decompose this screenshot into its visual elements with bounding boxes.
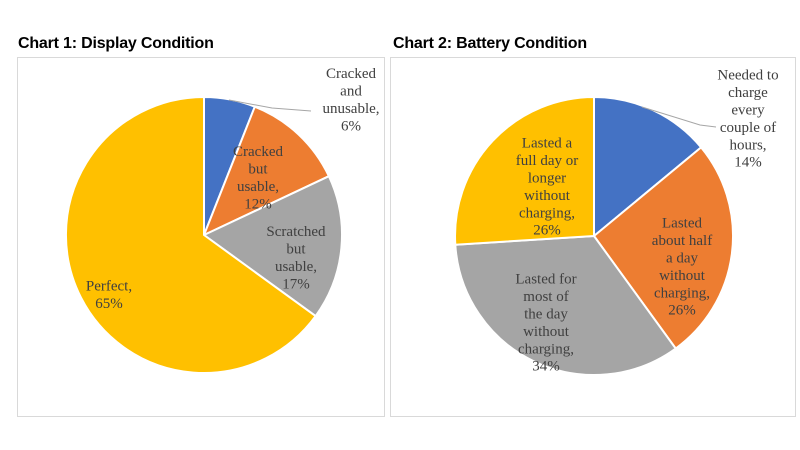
- pie-label-lasted-about-half-a-day-without-charging: Lasted about half a day without charging, 26%: [652, 216, 712, 319]
- pie-label-perfect: Perfect, 65%: [86, 279, 132, 312]
- pie-label-lasted-a-full-day-or-longer-without-charging: Lasted a full day or longer without charging…: [516, 136, 578, 239]
- pie-slice-lasted-about-half-a-day-without-charging: [593, 146, 735, 350]
- pie-label-lasted-for-most-of-the-day-without-charging: Lasted for most of the day without charging,…: [515, 272, 576, 375]
- pie-label-cracked-but-usable: Cracked but usable, 12%: [233, 144, 283, 212]
- chart-1-pie: Cracked and unusable, 6% Cracked but usable, 12…: [64, 66, 380, 374]
- pie-slice-cracked-but-usable: [203, 105, 330, 236]
- pie-slice-lasted-for-most-of-the-day-without-charging: [454, 235, 677, 377]
- label-leader-line: [641, 106, 717, 128]
- chart-2-pie: Needed to charge every couple of hours, 14%La…: [454, 68, 779, 377]
- pie-label-needed-to-charge-every-couple-of-hours: Needed to charge every couple of hours, 14%: [717, 68, 778, 171]
- pie-slice-perfect: [64, 96, 317, 374]
- chart-2-title: Chart 2: Battery Condition: [393, 35, 587, 52]
- label-leader-line: [228, 99, 312, 112]
- pie-slice-lasted-a-full-day-or-longer-without-charging: [454, 96, 595, 246]
- pie-slice-scratched-but-usable: [203, 175, 343, 318]
- chart-1-title: Chart 1: Display Condition: [18, 35, 214, 52]
- pie-label-cracked-and-unusable: Cracked and unusable, 6%: [322, 66, 379, 134]
- pie-label-scratched-but-usable: Scratched but usable, 17%: [266, 224, 326, 292]
